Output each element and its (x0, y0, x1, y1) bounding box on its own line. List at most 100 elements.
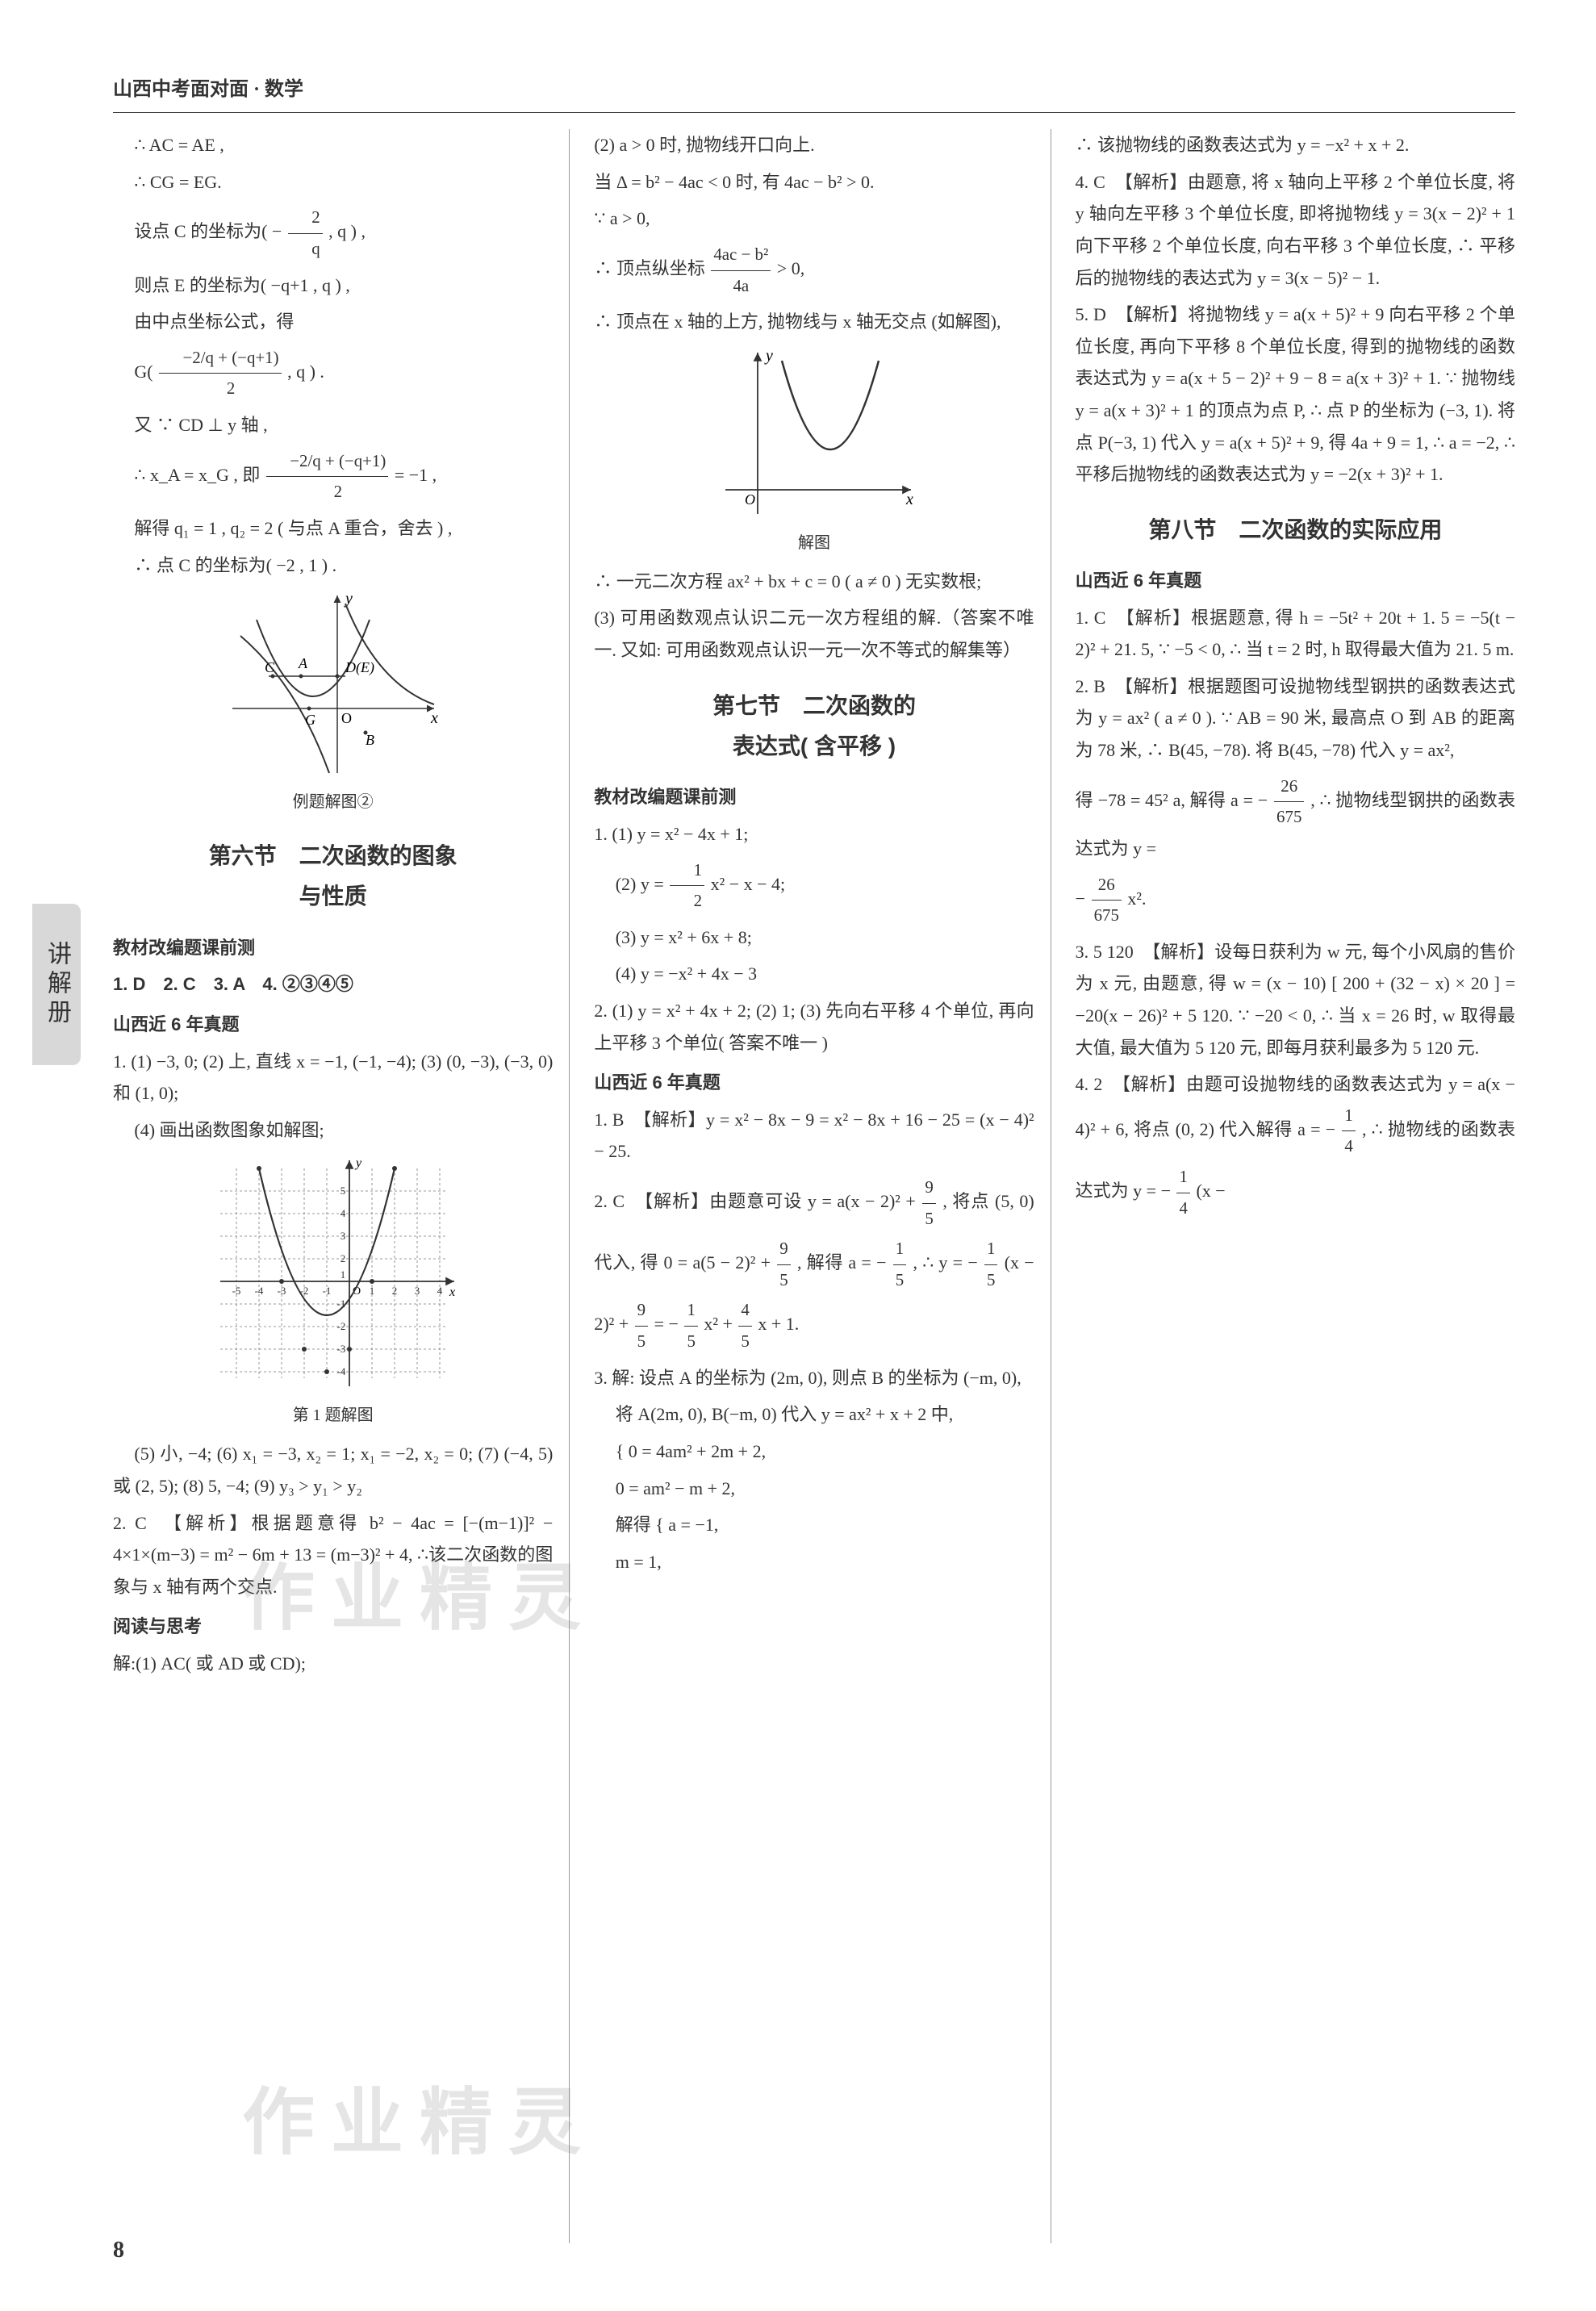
text: 则点 E 的坐标为( −q+1 , q ) , (113, 270, 553, 302)
denominator: 675 (1092, 901, 1122, 931)
text: ∴ 顶点纵坐标 (594, 258, 705, 278)
text: m = 1, (594, 1546, 1034, 1578)
svg-text:x: x (430, 709, 438, 727)
denominator: 2 (159, 374, 281, 404)
text: 1. (1) y = x² − 4x + 1; (594, 818, 1034, 850)
text: 2. (1) y = x² + 4x + 2; (2) 1; (3) 先向右平移… (594, 995, 1034, 1059)
fraction: 15 (893, 1234, 906, 1295)
svg-text:2: 2 (340, 1252, 345, 1264)
svg-text:D(E): D(E) (345, 659, 374, 676)
svg-text:3: 3 (340, 1230, 345, 1242)
fraction: 15 (684, 1295, 697, 1356)
text: 解得 q₁ = 1 , q₂ = 2 ( 与点 A 重合，舍去 ) , (113, 512, 553, 545)
section-6-title: 第六节 二次函数的图象 与性质 (113, 836, 553, 917)
text: 1. (1) −3, 0; (2) 上, 直线 x = −1, (−1, −4)… (113, 1046, 553, 1110)
text: (3) y = x² + 6x + 8; (594, 921, 1034, 954)
text: 4. C 【解析】由题意, 将 x 轴向上平移 2 个单位长度, 将 y 轴向左… (1076, 166, 1515, 294)
text: 将 A(2m, 0), B(−m, 0) 代入 y = ax² + x + 2 … (594, 1398, 1034, 1431)
denominator: 5 (984, 1265, 997, 1296)
pretest-heading: 教材改编题课前测 (594, 781, 1034, 813)
text: ∴ x_A = x_G , 即 (134, 465, 260, 485)
numerator: −2/q + (−q+1) (266, 446, 388, 478)
text: 4. 2 【解析】由题可设抛物线的函数表达式为 y = a(x − 4)² + … (1076, 1068, 1515, 1223)
text: 与性质 (113, 876, 553, 917)
fraction: 26675 (1274, 771, 1304, 833)
example-figure-2: x y O C A D(E) G B (224, 587, 442, 781)
past-papers-heading: 山西近 6 年真题 (594, 1067, 1034, 1099)
svg-text:1: 1 (340, 1268, 345, 1281)
text: x + 1. (758, 1314, 799, 1335)
denominator: 4a (711, 271, 771, 302)
svg-text:5: 5 (340, 1185, 345, 1197)
numerator: 1 (893, 1234, 906, 1265)
text: 得 −78 = 45² a, 解得 a = − (1076, 790, 1268, 810)
column-1: ∴ AC = AE , ∴ CG = EG. 设点 C 的坐标为( − 2q ,… (113, 129, 570, 2243)
formula: ∴ 顶点纵坐标 4ac − b²4a > 0, (594, 240, 1034, 301)
page-number: 8 (113, 2230, 124, 2271)
column-3: ∴ 该抛物线的函数表达式为 y = −x² + x + 2. 4. C 【解析】… (1076, 129, 1515, 2243)
svg-text:x: x (449, 1285, 455, 1299)
text: ∴ AC = AE , (113, 129, 553, 161)
svg-text:1: 1 (369, 1285, 374, 1297)
text: = − (654, 1314, 679, 1335)
svg-text:-5: -5 (232, 1285, 240, 1297)
text: ∴ 一元二次方程 ax² + bx + c = 0 ( a ≠ 0 ) 无实数根… (594, 566, 1034, 598)
svg-text:-4: -4 (336, 1365, 345, 1377)
svg-text:C: C (265, 659, 275, 675)
svg-text:B: B (366, 732, 374, 748)
text: − (1076, 888, 1085, 909)
text: 第六节 二次函数的图象 (113, 836, 553, 876)
svg-text:-2: -2 (336, 1320, 345, 1332)
text: (4) y = −x² + 4x − 3 (594, 958, 1034, 990)
past-papers-heading: 山西近 6 年真题 (1076, 565, 1515, 597)
svg-text:3: 3 (414, 1285, 420, 1297)
q1-graph: x y O -5-4-3 -2-1 1234 543 21 -1-2-3-4 (204, 1152, 462, 1394)
denominator: 675 (1274, 802, 1304, 833)
svg-text:O: O (745, 491, 755, 508)
fraction: 95 (922, 1172, 935, 1234)
numerator: 9 (922, 1172, 935, 1204)
numerator: 4 (738, 1295, 751, 1327)
numerator: 1 (984, 1234, 997, 1265)
book-title: 山西中考面对面 · 数学 (113, 73, 1515, 113)
svg-text:-3: -3 (336, 1343, 345, 1355)
fraction: 14 (1176, 1162, 1189, 1223)
reading-heading: 阅读与思考 (113, 1611, 553, 1643)
column-2: (2) a > 0 时, 抛物线开口向上. 当 Δ = b² − 4ac < 0… (594, 129, 1051, 2243)
svg-text:4: 4 (437, 1285, 442, 1297)
text: , ∴ y = − (913, 1252, 977, 1273)
text: (3) 可用函数观点认识二元一次方程组的解.（答案不唯一. 又如: 可用函数观点… (594, 602, 1034, 666)
text: (x − (1196, 1181, 1225, 1201)
denominator: 4 (1342, 1131, 1355, 1162)
pretest-answers: 1. D 2. C 3. A 4. ②③④⑤ (113, 968, 553, 1001)
past-papers-heading: 山西近 6 年真题 (113, 1009, 553, 1041)
svg-text:y: y (354, 1156, 362, 1170)
text: ∵ a > 0, (594, 203, 1034, 235)
text: ∴ 顶点在 x 轴的上方, 抛物线与 x 轴无交点 (如解图), (594, 306, 1034, 338)
formula: ∴ x_A = x_G , 即 −2/q + (−q+1)2 = −1 , (113, 446, 553, 508)
text: (2) y = (616, 874, 664, 894)
denominator: 4 (1176, 1193, 1189, 1224)
text: (2) a > 0 时, 抛物线开口向上. (594, 129, 1034, 161)
fraction: 14 (1342, 1101, 1355, 1162)
svg-text:G: G (305, 712, 315, 728)
svg-text:O: O (341, 710, 352, 726)
numerator: 26 (1274, 771, 1304, 803)
side-tab: 讲解册 (32, 904, 81, 1065)
pretest-heading: 教材改编题课前测 (113, 932, 553, 964)
formula: G( −2/q + (−q+1)2 , q ) . (113, 343, 553, 404)
text: ∴ 点 C 的坐标为( −2 , 1 ) . (113, 550, 553, 582)
page: 讲解册 山西中考面对面 · 数学 ∴ AC = AE , ∴ CG = EG. … (0, 0, 1596, 2311)
text: 5. D 【解析】将抛物线 y = a(x + 5)² + 9 向右平移 2 个… (1076, 299, 1515, 491)
formula: (2) y = 12 x² − x − 4; (594, 855, 1034, 917)
fraction: 15 (984, 1234, 997, 1295)
text: 设点 C 的坐标为( − (134, 222, 282, 242)
text: ∴ 该抛物线的函数表达式为 y = −x² + x + 2. (1076, 129, 1515, 161)
parabola-figure: x y O (709, 345, 919, 522)
figure-caption: 解图 (594, 529, 1034, 558)
section-8-title: 第八节 二次函数的实际应用 (1076, 510, 1515, 550)
denominator: 5 (738, 1327, 751, 1357)
fraction: 4ac − b²4a (711, 240, 771, 301)
denominator: 5 (684, 1327, 697, 1357)
text: = −1 , (395, 465, 437, 485)
